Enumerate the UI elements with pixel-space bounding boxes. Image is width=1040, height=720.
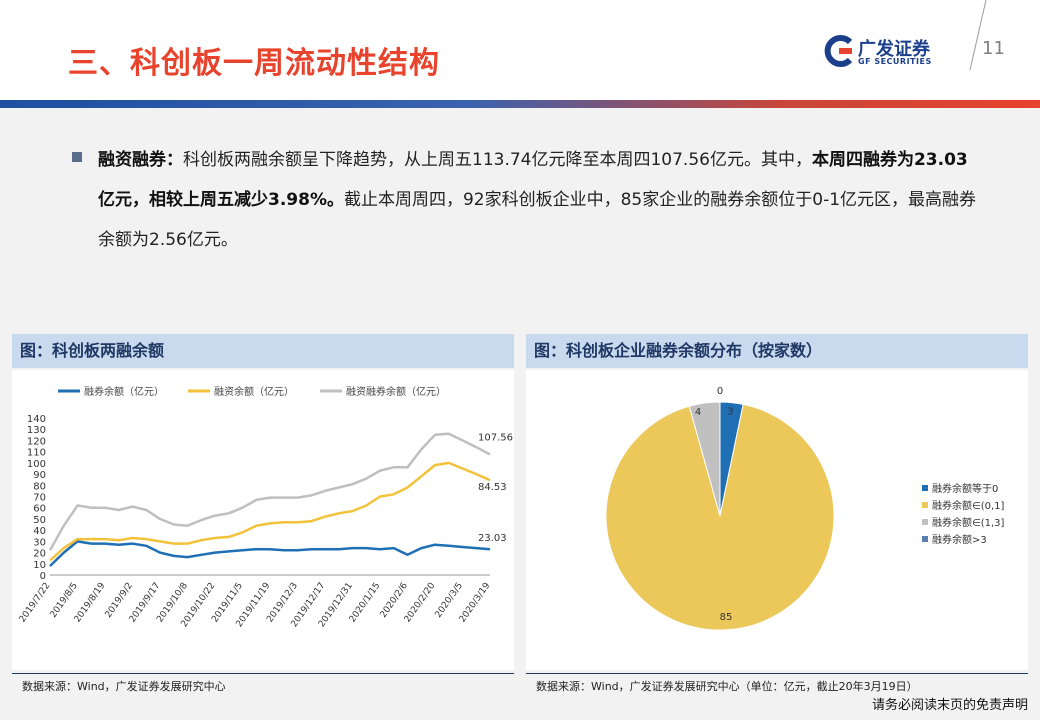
y-tick-label: 20 xyxy=(33,549,46,560)
pie-value-label: 85 xyxy=(720,612,733,623)
y-tick-label: 80 xyxy=(33,481,46,492)
pie-legend-swatch-2 xyxy=(922,519,928,525)
y-tick-label: 50 xyxy=(33,515,46,526)
disclaimer-text: 请务必阅读末页的免责声明 xyxy=(871,698,1028,713)
y-tick-label: 100 xyxy=(27,459,46,470)
gf-logo-icon xyxy=(824,35,853,67)
pie-value-label: 4 xyxy=(695,407,701,418)
end-value-label: 107.56 xyxy=(478,432,513,443)
pie-legend-label-0: 融券余额等于0 xyxy=(932,482,998,495)
y-tick-label: 30 xyxy=(33,537,46,548)
y-tick-label: 40 xyxy=(33,526,46,537)
left-source: 数据来源：Wind，广发证券发展研究中心 xyxy=(22,680,226,693)
y-tick-label: 110 xyxy=(27,448,46,459)
pie-legend-label-1: 融券余额∈(0,1] xyxy=(932,499,1005,512)
slide-header: 三、科创板一周流动性结构 广发证券 GF SECURITIES 11 xyxy=(0,0,1040,100)
divider-slash xyxy=(969,0,987,70)
para-label: 融资融券： xyxy=(98,150,183,170)
legend-label-0: 融券余额（亿元） xyxy=(84,385,164,398)
series-line-2 xyxy=(48,432,491,551)
pie-slice-1 xyxy=(605,403,835,631)
para-text-2: 截止本周周四，92家科创板企业中，85家企业的融券余额位于0-1亿元区，最高融券… xyxy=(98,190,977,250)
pie-value-label: 3 xyxy=(727,407,733,418)
summary-paragraph: 融资融券：科创板两融余额呈下降趋势，从上周五113.74亿元降至本周四107.5… xyxy=(98,140,978,260)
bullet-square-icon xyxy=(72,152,82,162)
y-tick-label: 140 xyxy=(27,414,46,425)
para-bold-text: 本周四融券为23.03亿元，相较上周五减少3.98%。 xyxy=(98,150,968,210)
x-tick-label: 2019/7/22 xyxy=(18,581,53,625)
legend-label-1: 融资余额（亿元） xyxy=(214,385,294,398)
series-line-0 xyxy=(49,540,491,567)
pie-legend-label-2: 融券余额∈(1,3] xyxy=(932,516,1005,529)
header-divider xyxy=(0,100,1040,108)
para-text-1: 科创板两融余额呈下降趋势，从上周五113.74亿元降至本周四107.56亿元。其… xyxy=(183,150,812,170)
y-tick-label: 120 xyxy=(27,436,46,447)
left-panel-title: 图：科创板两融余额 xyxy=(12,334,514,368)
line-chart: 融券余额（亿元） 融资余额（亿元） 融资融券余额（亿元） 01020304050607… xyxy=(18,385,513,629)
y-tick-label: 70 xyxy=(33,493,46,504)
pie-value-label: 0 xyxy=(717,386,723,397)
right-source-rule xyxy=(526,673,1028,674)
y-tick-label: 0 xyxy=(40,571,46,582)
pie-chart: 3 85 4 0 融券余额等于0 融券余额∈(0,1] 融券余额∈(1,3] 融券余额>3 xyxy=(605,386,1005,631)
y-tick-label: 10 xyxy=(33,560,46,571)
logo-cn-text: 广发证券 xyxy=(858,39,930,60)
page-number: 11 xyxy=(982,38,1005,59)
end-value-label: 23.03 xyxy=(478,533,507,544)
end-value-label: 84.53 xyxy=(478,482,507,493)
legend-label-2: 融资融券余额（亿元） xyxy=(346,385,446,398)
y-tick-label: 60 xyxy=(33,504,46,515)
right-panel-title: 图：科创板企业融券余额分布（按家数） xyxy=(526,334,1028,368)
slide-title: 三、科创板一周流动性结构 xyxy=(68,46,440,81)
y-tick-label: 90 xyxy=(33,470,46,481)
series-line-1 xyxy=(49,461,491,562)
pie-legend-swatch-1 xyxy=(922,502,928,508)
gf-securities-logo: 广发证券 GF SECURITIES xyxy=(822,32,962,72)
left-chart-area: 融券余额（亿元） 融资余额（亿元） 融资融券余额（亿元） 0 10 20 30 40 50 60 7… xyxy=(12,370,514,670)
y-tick-label: 130 xyxy=(27,425,46,436)
right-chart-area: 3 85 4 0 融券余额等于0 融券余额∈(0,1] 融券余额∈(1,3] 融券余额>3 xyxy=(526,370,1028,670)
left-source-rule xyxy=(12,673,514,674)
pie-legend-swatch-0 xyxy=(922,485,928,491)
pie-legend-label-3: 融券余额>3 xyxy=(932,533,987,546)
pie-slice-2 xyxy=(688,401,721,517)
right-source: 数据来源：Wind，广发证券发展研究中心（单位：亿元，截止20年3月19日） xyxy=(536,680,918,693)
pie-legend-swatch-3 xyxy=(922,536,928,542)
logo-en-text: GF SECURITIES xyxy=(858,57,932,66)
